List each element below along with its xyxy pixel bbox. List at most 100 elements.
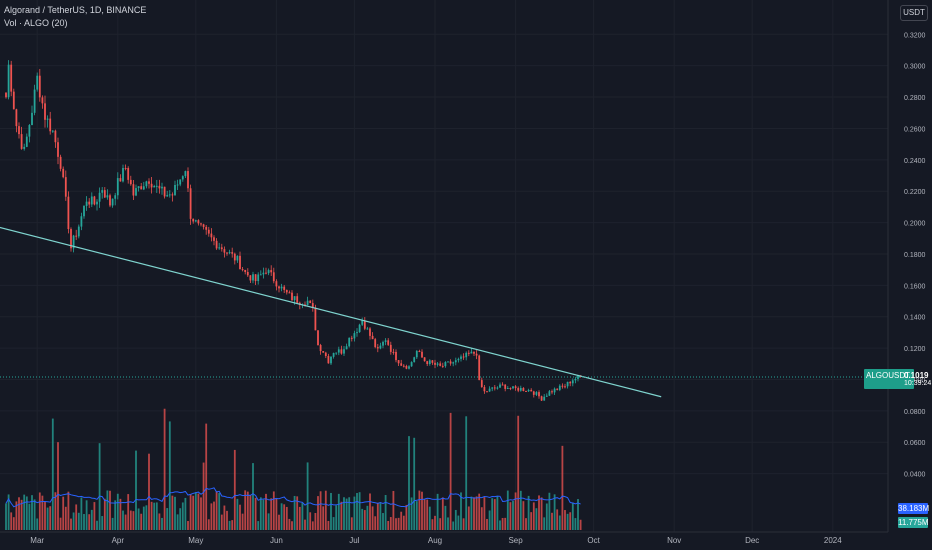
volume-bar xyxy=(475,496,478,530)
volume-bar xyxy=(28,503,31,530)
candle-body xyxy=(288,292,291,294)
time-tick-label: Sep xyxy=(508,536,523,545)
volume-bar xyxy=(249,494,252,530)
volume-bar xyxy=(262,499,265,530)
volume-bar xyxy=(311,521,314,530)
candle-body xyxy=(88,201,91,205)
candle-body xyxy=(553,388,556,393)
candle-body xyxy=(363,320,366,329)
candle-body xyxy=(465,352,468,358)
candle-body xyxy=(361,320,364,325)
volume-bar xyxy=(15,501,18,530)
candle-body xyxy=(148,181,150,184)
volume-bar xyxy=(122,510,124,530)
volume-bar xyxy=(80,497,83,530)
candle-body xyxy=(189,188,192,219)
volume-bar xyxy=(283,504,286,530)
price-tick-label: 0.2000 xyxy=(904,221,926,228)
volume-bar xyxy=(457,515,460,530)
candle-body xyxy=(166,195,169,197)
volume-bar xyxy=(23,494,26,530)
volume-bar xyxy=(408,436,410,530)
volume-bar xyxy=(543,517,546,530)
volume-bar xyxy=(226,510,228,530)
candle-body xyxy=(311,303,314,308)
volume-bar xyxy=(296,496,299,530)
volume-indicator-title[interactable]: Vol · ALGO (20) xyxy=(4,18,68,28)
candle-body xyxy=(535,392,538,395)
candle-body xyxy=(283,286,286,290)
candle-body xyxy=(551,391,553,393)
volume-bar xyxy=(551,512,553,530)
volume-bars xyxy=(5,408,582,530)
volume-bar xyxy=(324,490,327,530)
volume-bar xyxy=(241,513,244,530)
trend-line[interactable] xyxy=(0,226,662,398)
candle-body xyxy=(486,391,488,393)
price-tag: ALGOUSDT 0.1019 10:39:24 xyxy=(864,369,931,389)
volume-bar xyxy=(179,508,182,530)
symbol-title[interactable]: Algorand / TetherUS, 1D, BINANCE xyxy=(4,5,147,15)
volume-bar xyxy=(460,492,462,530)
volume-bar xyxy=(532,502,535,530)
candle-body xyxy=(345,346,348,350)
candle-body xyxy=(197,220,200,224)
volume-bar xyxy=(278,514,280,530)
volume-bar xyxy=(187,521,189,530)
candle-body xyxy=(231,252,234,254)
volume-bar xyxy=(337,493,340,530)
volume-bar xyxy=(96,520,98,530)
volume-bar xyxy=(135,450,137,530)
volume-bar xyxy=(553,494,556,530)
candle-body xyxy=(402,365,405,367)
candle-body xyxy=(171,194,174,196)
price-tick-label: 0.3200 xyxy=(904,32,926,39)
candle-body xyxy=(569,381,572,384)
volume-bar xyxy=(150,501,153,530)
candle-body xyxy=(317,330,319,346)
candle-body xyxy=(517,388,520,391)
candle-body xyxy=(291,292,293,301)
candle-body xyxy=(155,185,158,187)
volume-bar xyxy=(410,497,413,530)
volume-bar xyxy=(517,415,520,530)
volume-bar xyxy=(387,520,390,530)
candle-body xyxy=(504,384,507,389)
candle-body xyxy=(140,186,143,190)
volume-bar xyxy=(228,520,231,530)
volume-bar xyxy=(291,521,293,530)
time-tick-label: Oct xyxy=(587,536,600,545)
volume-bar xyxy=(124,514,127,530)
candle-body xyxy=(111,198,114,206)
candle-body xyxy=(262,272,265,275)
candle-body xyxy=(491,387,494,389)
price-tick-label: 0.3000 xyxy=(904,64,926,71)
volume-bar xyxy=(272,491,275,530)
volume-bar xyxy=(192,495,195,530)
volume-bar xyxy=(197,493,200,530)
volume-bar xyxy=(10,512,13,530)
candle-body xyxy=(434,362,436,365)
volume-bar xyxy=(236,498,239,530)
candle-body xyxy=(114,195,117,199)
candle-body xyxy=(244,269,247,272)
candle-body xyxy=(457,358,460,361)
candle-body xyxy=(519,387,522,391)
volume-bar xyxy=(252,463,254,530)
candle-body xyxy=(574,378,577,381)
volume-bar xyxy=(509,502,512,530)
candle-body xyxy=(392,351,395,353)
volume-bar xyxy=(499,520,501,530)
candle-body xyxy=(241,269,244,271)
currency-button[interactable]: USDT xyxy=(900,5,928,21)
candle-body xyxy=(561,385,564,387)
volume-bar xyxy=(506,490,509,530)
candle-body xyxy=(59,156,62,169)
volume-bar xyxy=(20,499,23,530)
volume-bar xyxy=(85,500,88,530)
candle-body xyxy=(54,130,57,143)
candle-body xyxy=(319,345,322,352)
volume-bar xyxy=(254,497,257,530)
candle-body xyxy=(431,360,434,363)
